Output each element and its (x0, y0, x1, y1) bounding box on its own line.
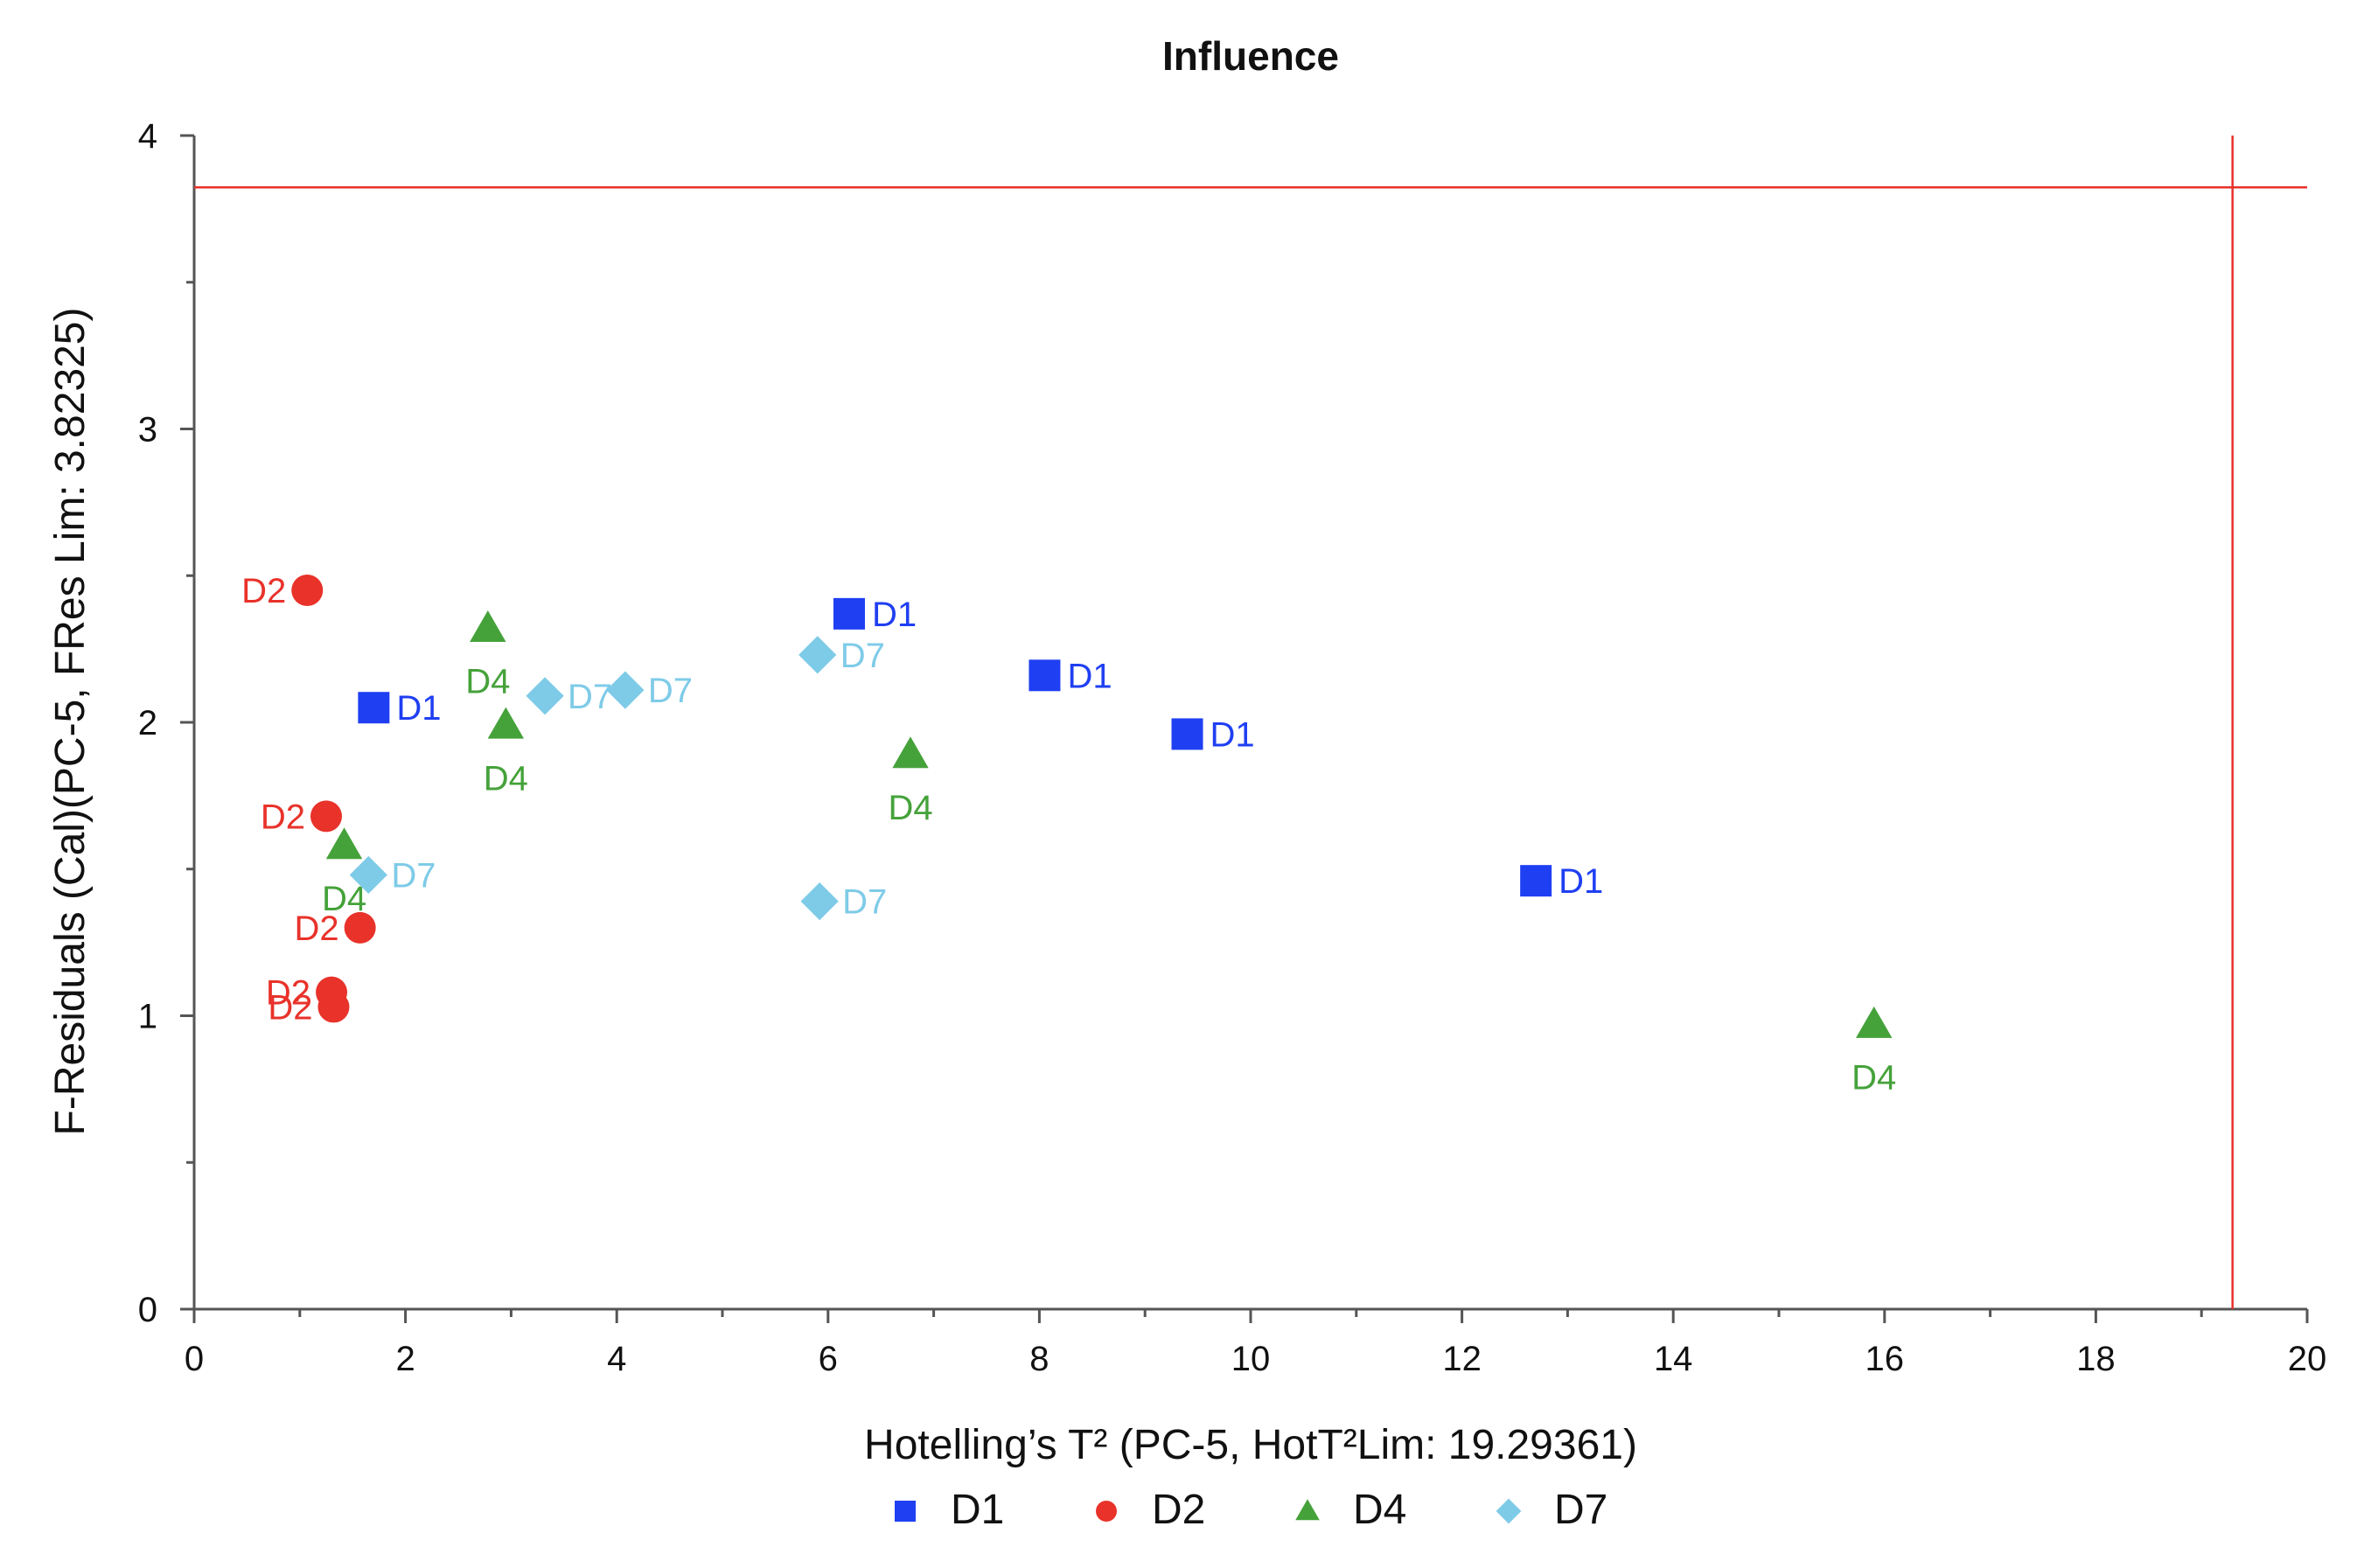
series-d1: D1 D1 D1 D1 D1 (358, 596, 1603, 901)
data-point-d2 (344, 911, 376, 944)
legend-label-d2: D2 (1152, 1487, 1205, 1533)
data-label-d2: D2 (241, 572, 286, 610)
data-label-d4: D4 (1851, 1059, 1896, 1098)
y-tick-label: 2 (138, 704, 157, 742)
data-label-d1: D1 (872, 596, 917, 634)
data-label-d7: D7 (842, 883, 887, 922)
chart-title: Influence (1162, 33, 1339, 79)
data-label-d7: D7 (840, 637, 885, 675)
x-tick-label: 16 (1865, 1340, 1905, 1378)
data-label-d7: D7 (648, 672, 693, 710)
data-point-d1 (358, 692, 390, 724)
data-point-d4 (1856, 1006, 1893, 1038)
y-tick-label: 0 (138, 1291, 157, 1329)
x-tick-label: 18 (2076, 1340, 2116, 1378)
legend: D1 D2 D4 D7 (895, 1487, 1607, 1533)
data-point-d4 (892, 736, 929, 769)
data-point-d1 (1520, 865, 1552, 897)
data-point-d4 (470, 610, 506, 642)
data-point-d2 (310, 800, 342, 833)
data-label-d4: D4 (465, 663, 510, 701)
data-label-d4: D4 (888, 789, 932, 827)
data-label-d2: D2 (261, 798, 305, 836)
x-tick-label: 4 (607, 1340, 626, 1378)
data-point-d7 (526, 677, 564, 715)
data-label-d1: D1 (1559, 862, 1603, 901)
legend-marker-d1 (895, 1501, 916, 1522)
x-tick-label: 2 (395, 1340, 415, 1378)
data-label-d2: D2 (295, 909, 339, 948)
data-point-d1 (1171, 718, 1203, 750)
legend-marker-d2 (1096, 1501, 1117, 1522)
data-label-d7: D7 (391, 856, 436, 895)
x-tick-label: 20 (2288, 1340, 2327, 1378)
data-label-d4: D4 (484, 759, 528, 798)
y-axis-label: F-Residuals (Cal)(PC-5, FRes Lim: 3.8232… (47, 308, 94, 1136)
legend-marker-d7 (1496, 1498, 1522, 1524)
data-point-d1 (1029, 659, 1061, 692)
legend-label-d4: D4 (1353, 1487, 1406, 1533)
data-label-d1: D1 (1210, 715, 1255, 754)
data-point-d7 (606, 671, 645, 709)
data-point-d2 (291, 575, 324, 607)
data-point-d1 (833, 597, 865, 630)
data-label-d2: D2 (268, 988, 312, 1027)
series-d7: D7 D7 D7 D7 D7 (349, 636, 887, 922)
x-tick-label: 6 (819, 1340, 838, 1378)
x-tick-label: 0 (185, 1340, 204, 1378)
data-point-d4 (325, 827, 363, 860)
y-tick-label: 3 (138, 411, 157, 449)
data-point-d2 (317, 991, 350, 1023)
y-tick-label: 1 (138, 998, 157, 1036)
data-label-d7: D7 (568, 678, 612, 716)
x-tick-label: 8 (1029, 1340, 1049, 1378)
x-tick-label: 12 (1442, 1340, 1482, 1378)
series-d4: D4 D4 D4 D4 D4 (322, 610, 1896, 1098)
data-point-d7 (800, 882, 839, 921)
legend-label-d7: D7 (1554, 1487, 1607, 1533)
legend-label-d1: D1 (951, 1487, 1004, 1533)
data-label-d4: D4 (322, 880, 366, 918)
y-tick-label: 4 (138, 117, 157, 156)
data-point-d4 (487, 707, 525, 739)
legend-marker-d4 (1295, 1499, 1320, 1521)
data-point-d7 (349, 855, 387, 895)
plot-area: 0 2 4 6 8 10 12 14 16 18 2001234D1D1D1D1D1D2D2D2D2… (138, 117, 2327, 1378)
x-tick-label: 10 (1231, 1340, 1271, 1378)
x-axis-label: Hotelling’s T² (PC-5, HotT²Lim: 19.29361… (864, 1422, 1637, 1468)
data-label-d1: D1 (1067, 657, 1112, 695)
data-label-d2: D2 (266, 974, 310, 1013)
data-point-d7 (798, 636, 837, 674)
x-tick-label: 14 (1654, 1340, 1693, 1378)
data-label-d1: D1 (396, 689, 441, 728)
